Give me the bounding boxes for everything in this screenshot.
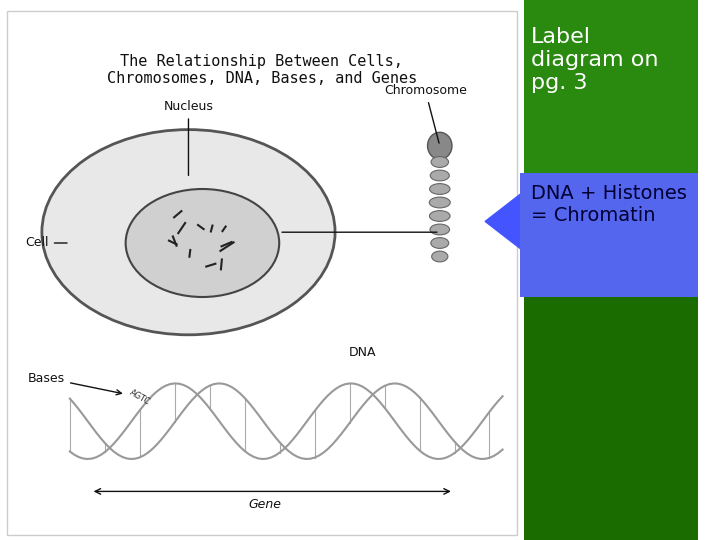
- Text: DNA: DNA: [349, 346, 377, 360]
- Text: Label
diagram on
pg. 3: Label diagram on pg. 3: [531, 27, 658, 93]
- Bar: [520, 173, 698, 297]
- Ellipse shape: [431, 238, 449, 248]
- FancyArrow shape: [485, 189, 695, 254]
- Text: Chromosome: Chromosome: [384, 84, 467, 143]
- Text: DNA + Histones
= Chromatin: DNA + Histones = Chromatin: [531, 184, 686, 225]
- Ellipse shape: [126, 189, 279, 297]
- Text: The Relationship Between Cells,
Chromosomes, DNA, Bases, and Genes: The Relationship Between Cells, Chromoso…: [107, 54, 417, 86]
- Bar: [523, 0, 698, 200]
- Text: Bases: Bases: [28, 372, 122, 395]
- Ellipse shape: [430, 184, 450, 194]
- Bar: [7, 11, 516, 535]
- Ellipse shape: [429, 211, 450, 221]
- Bar: [0, 0, 523, 540]
- Text: Cell: Cell: [25, 237, 67, 249]
- Text: Nucleus: Nucleus: [163, 100, 213, 176]
- Ellipse shape: [429, 197, 450, 208]
- Ellipse shape: [431, 157, 449, 167]
- Ellipse shape: [431, 170, 449, 181]
- Bar: [523, 0, 698, 540]
- Ellipse shape: [428, 132, 452, 159]
- Ellipse shape: [432, 251, 448, 262]
- Ellipse shape: [42, 130, 335, 335]
- Ellipse shape: [430, 224, 449, 235]
- Text: Gene: Gene: [248, 497, 282, 511]
- Text: AGTC: AGTC: [127, 388, 151, 407]
